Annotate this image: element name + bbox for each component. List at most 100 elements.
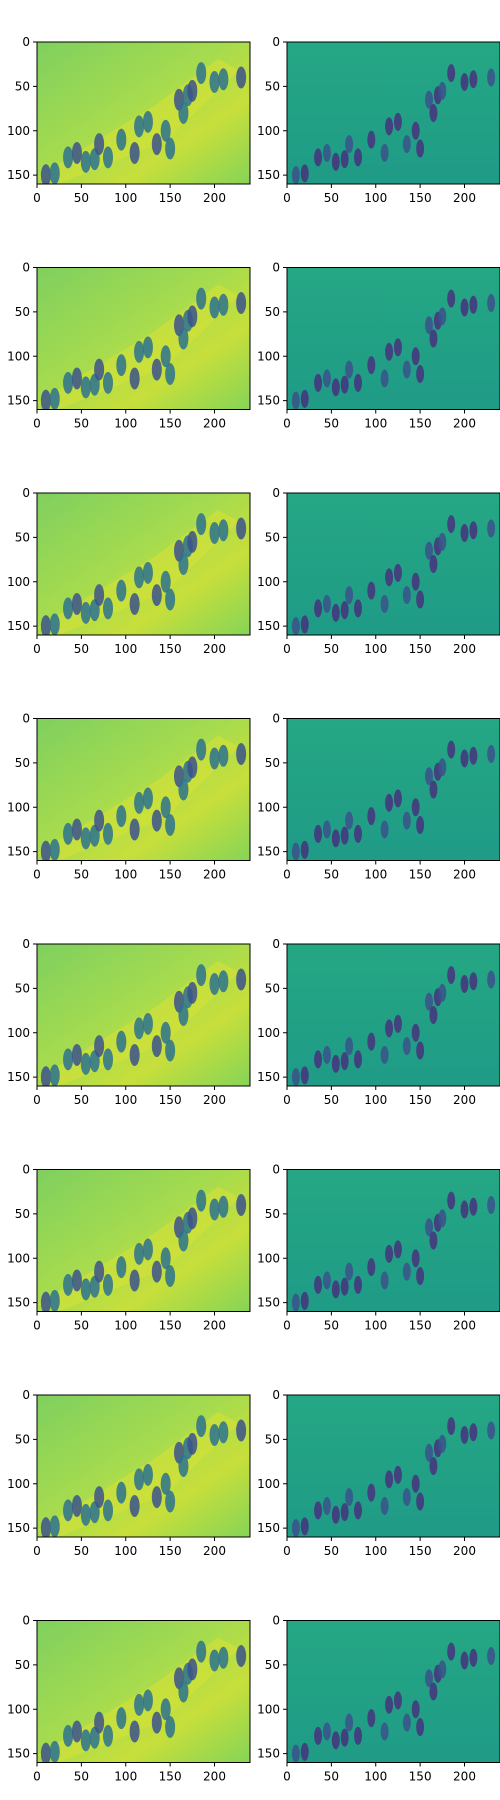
y-tick-label: 150 [257,619,280,633]
heatmap-image [287,1169,500,1312]
y-tick-label: 100 [257,800,280,814]
y-tick-label: 50 [15,756,30,770]
y-tick-label: 100 [7,800,30,814]
axes-frame [36,1394,251,1538]
heatmap-image [287,1620,500,1763]
x-tick-label: 200 [203,868,226,882]
axes-frame [286,1620,500,1763]
y-tick-label: 50 [15,1432,30,1446]
x-tick-label: 50 [324,1093,339,1107]
x-tick-label: 150 [409,868,432,882]
y-tick-label: 0 [272,35,280,49]
y-tick-label: 150 [7,394,30,408]
y-tick-label: 0 [22,1388,30,1402]
axes-frame [36,492,251,636]
y-tick-label: 150 [7,168,30,182]
y-tick-label: 50 [265,1432,280,1446]
heatmap-image [287,267,500,410]
y-tick-label: 50 [15,305,30,319]
y-tick-label: 50 [265,530,280,544]
y-tick-label: 150 [7,1747,30,1761]
y-tick-label: 150 [7,1296,30,1310]
x-tick-label: 100 [114,1544,137,1558]
x-tick-label: 50 [324,1770,339,1784]
heatmap-panel-r4-right: 0 50 100 150 200 0 50 100 150 [257,712,500,882]
y-tick-label: 150 [257,394,280,408]
x-tick-label: 150 [409,1770,432,1784]
y-tick-label: 0 [272,1388,280,1402]
x-tick-label: 0 [283,1770,291,1784]
x-tick-label: 50 [324,868,339,882]
y-tick-label: 150 [257,1070,280,1084]
x-tick-label: 50 [74,642,89,656]
heatmap-panel-r8-right: 0 50 100 150 200 0 50 100 150 [257,1614,500,1784]
axes-frame [286,1394,500,1538]
heatmap-panel-r6-left: 0 50 100 150 200 0 50 100 150 [7,1163,251,1333]
axes-frame [286,943,500,1087]
x-tick-label: 100 [114,1319,137,1333]
y-tick-label: 0 [272,1163,280,1177]
y-tick-label: 100 [7,575,30,589]
y-tick-label: 0 [272,712,280,726]
x-tick-label: 150 [409,417,432,431]
x-tick-label: 50 [74,1093,89,1107]
y-tick-label: 0 [22,937,30,951]
x-tick-label: 50 [74,1544,89,1558]
x-tick-label: 200 [453,417,476,431]
y-tick-label: 100 [257,1026,280,1040]
axes-frame [286,718,500,861]
axes-frame [286,267,500,410]
y-tick-label: 150 [257,168,280,182]
x-tick-label: 150 [409,1319,432,1333]
x-tick-label: 50 [74,191,89,205]
x-tick-label: 0 [283,868,291,882]
axes-frame [36,267,251,410]
y-tick-label: 50 [15,981,30,995]
y-tick-label: 150 [257,1747,280,1761]
x-tick-label: 100 [364,1319,387,1333]
y-tick-label: 150 [7,619,30,633]
x-tick-label: 100 [364,1770,387,1784]
x-tick-label: 100 [364,1544,387,1558]
y-tick-label: 100 [257,575,280,589]
y-tick-label: 50 [265,79,280,93]
x-tick-label: 50 [324,417,339,431]
x-tick-label: 0 [33,1544,41,1558]
x-tick-label: 200 [453,868,476,882]
y-tick-label: 50 [15,1658,30,1672]
heatmap-panel-r2-right: 0 50 100 150 200 0 50 100 150 [257,261,500,431]
heatmap-image [287,718,500,861]
y-tick-label: 150 [7,845,30,859]
x-tick-label: 0 [283,417,291,431]
axes-frame [36,1169,251,1312]
heatmap-panel-r8-left: 0 50 100 150 200 0 50 100 150 [7,1614,251,1784]
x-tick-label: 200 [203,1319,226,1333]
y-tick-label: 150 [257,1521,280,1535]
x-tick-label: 150 [159,191,182,205]
y-tick-label: 100 [257,124,280,138]
y-tick-label: 100 [7,349,30,363]
x-tick-label: 200 [453,1770,476,1784]
x-tick-label: 150 [409,191,432,205]
x-tick-label: 200 [453,1319,476,1333]
x-tick-label: 50 [324,1544,339,1558]
heatmap-image [287,1395,500,1537]
axes-frame [36,1620,251,1763]
heatmap-panel-r1-right: 0 50 100 150 200 0 50 100 150 [257,35,500,205]
heatmap-panel-r7-right: 0 50 100 150 200 0 50 100 150 [257,1388,500,1558]
x-tick-label: 0 [33,417,41,431]
y-tick-label: 50 [265,1207,280,1221]
axes-frame [286,1169,500,1312]
x-tick-label: 0 [283,1544,291,1558]
y-tick-label: 100 [257,1477,280,1491]
y-tick-label: 50 [265,981,280,995]
x-tick-label: 50 [324,191,339,205]
x-tick-label: 100 [114,191,137,205]
y-tick-label: 150 [7,1521,30,1535]
x-tick-label: 50 [74,1319,89,1333]
axes-frame [36,41,251,185]
x-tick-label: 0 [283,1093,291,1107]
x-tick-label: 200 [203,1093,226,1107]
y-tick-label: 0 [272,486,280,500]
